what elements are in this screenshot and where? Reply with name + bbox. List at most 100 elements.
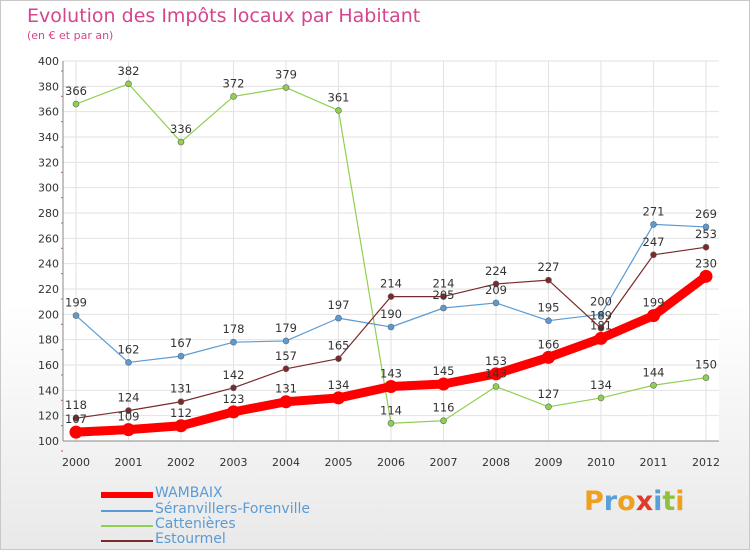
data-label-0: 112 bbox=[170, 406, 192, 420]
data-label-1: 162 bbox=[118, 342, 140, 356]
data-label-3: 247 bbox=[643, 235, 665, 249]
data-label-0: 123 bbox=[223, 392, 245, 406]
data-label-3: 124 bbox=[118, 391, 140, 405]
data-label-3: 157 bbox=[275, 349, 297, 363]
data-label-2: 134 bbox=[590, 378, 612, 392]
data-point-0 bbox=[174, 419, 188, 433]
data-label-0: 230 bbox=[695, 256, 717, 270]
data-label-3: 131 bbox=[170, 382, 192, 396]
logo-letter: r bbox=[603, 486, 618, 517]
logo-letter: P bbox=[584, 486, 604, 517]
data-label-1: 197 bbox=[328, 298, 350, 312]
data-label-2: 336 bbox=[170, 122, 192, 136]
legend-label-cattenieres: Cattenières bbox=[155, 516, 236, 532]
data-point-2 bbox=[282, 84, 290, 91]
data-label-3: 214 bbox=[380, 277, 402, 291]
data-point-2 bbox=[702, 374, 710, 381]
data-point-1 bbox=[492, 299, 500, 307]
data-label-0: 153 bbox=[485, 354, 507, 368]
y-tick-label: 120 bbox=[38, 410, 59, 423]
data-point-1 bbox=[650, 221, 657, 228]
data-point-2 bbox=[650, 381, 657, 389]
proxiti-logo: Proxiti bbox=[584, 486, 685, 517]
data-label-1: 195 bbox=[538, 301, 560, 315]
data-point-1 bbox=[387, 323, 395, 331]
data-point-3 bbox=[597, 324, 605, 332]
logo-letter: i bbox=[675, 486, 685, 517]
y-tick-label: 240 bbox=[38, 258, 59, 271]
y-tick-label: 100 bbox=[38, 435, 59, 448]
data-point-0 bbox=[699, 269, 713, 283]
data-point-3 bbox=[230, 384, 237, 392]
data-label-2: 127 bbox=[538, 387, 560, 401]
data-point-2 bbox=[440, 417, 447, 425]
data-label-1: 271 bbox=[643, 204, 665, 218]
data-point-3 bbox=[440, 293, 447, 300]
y-tick-label: 220 bbox=[38, 283, 59, 296]
data-point-1 bbox=[440, 304, 447, 312]
data-point-1 bbox=[125, 359, 132, 366]
x-tick-label: 2012 bbox=[692, 456, 720, 469]
data-label-3: 253 bbox=[695, 227, 717, 241]
data-point-1 bbox=[177, 352, 185, 360]
y-tick-label: 300 bbox=[38, 182, 59, 195]
y-tick-label: 280 bbox=[38, 207, 59, 220]
chart-subtitle: (en € et par an) bbox=[27, 29, 114, 42]
logo-letter: t bbox=[662, 486, 676, 517]
legend-label-seranvillers: Séranvillers-Forenville bbox=[155, 501, 310, 517]
data-point-0 bbox=[647, 309, 660, 323]
data-label-2: 143 bbox=[485, 367, 507, 381]
data-label-0: 107 bbox=[65, 412, 87, 426]
y-tick-label: 340 bbox=[38, 131, 59, 144]
data-point-1 bbox=[702, 223, 710, 231]
data-label-1: 167 bbox=[170, 336, 192, 350]
data-point-3 bbox=[702, 243, 710, 251]
data-label-3: 118 bbox=[65, 398, 87, 412]
legend-label-estourmel: Estourmel bbox=[155, 531, 226, 547]
data-label-0: 143 bbox=[380, 367, 402, 381]
y-tick-label: 260 bbox=[38, 232, 59, 245]
x-tick-label: 2005 bbox=[325, 456, 353, 469]
data-point-2 bbox=[177, 138, 185, 146]
data-point-1 bbox=[335, 314, 342, 322]
data-label-2: 150 bbox=[695, 358, 717, 372]
data-point-3 bbox=[335, 355, 342, 362]
x-tick-label: 2002 bbox=[167, 456, 195, 469]
x-tick-label: 2007 bbox=[430, 456, 458, 469]
x-tick-label: 2010 bbox=[587, 456, 615, 469]
x-tick-label: 2006 bbox=[377, 456, 405, 469]
data-point-2 bbox=[492, 383, 500, 390]
x-tick-label: 2004 bbox=[272, 456, 300, 469]
data-point-2 bbox=[335, 107, 342, 114]
data-point-0 bbox=[122, 423, 135, 437]
data-label-3: 165 bbox=[328, 339, 350, 353]
data-point-3 bbox=[282, 365, 290, 373]
data-point-3 bbox=[492, 280, 500, 288]
data-label-1: 199 bbox=[65, 296, 87, 310]
y-tick-label: 140 bbox=[38, 384, 59, 397]
data-point-3 bbox=[177, 398, 185, 406]
data-point-2 bbox=[72, 100, 80, 108]
y-tick-label: 360 bbox=[38, 106, 59, 119]
data-point-3 bbox=[125, 407, 132, 414]
legend-swatch-estourmel bbox=[101, 540, 153, 542]
data-label-0: 134 bbox=[328, 378, 350, 392]
data-point-2 bbox=[597, 394, 605, 402]
logo-letter: x bbox=[635, 486, 654, 517]
x-tick-label: 2008 bbox=[482, 456, 510, 469]
data-point-0 bbox=[384, 380, 398, 394]
data-label-0: 145 bbox=[433, 364, 455, 378]
legend-swatch-wambaix bbox=[101, 492, 153, 498]
logo-letter: o bbox=[617, 486, 636, 517]
data-point-1 bbox=[282, 337, 290, 345]
legend-swatch-cattenieres bbox=[101, 525, 153, 527]
data-point-0 bbox=[227, 405, 240, 419]
data-label-2: 114 bbox=[380, 403, 402, 417]
data-point-2 bbox=[125, 80, 132, 88]
data-label-1: 209 bbox=[485, 283, 507, 297]
data-label-1: 269 bbox=[695, 207, 717, 221]
chart-title: Evolution des Impôts locaux par Habitant bbox=[27, 5, 421, 27]
x-tick-label: 2009 bbox=[535, 456, 563, 469]
data-point-1 bbox=[597, 311, 605, 318]
